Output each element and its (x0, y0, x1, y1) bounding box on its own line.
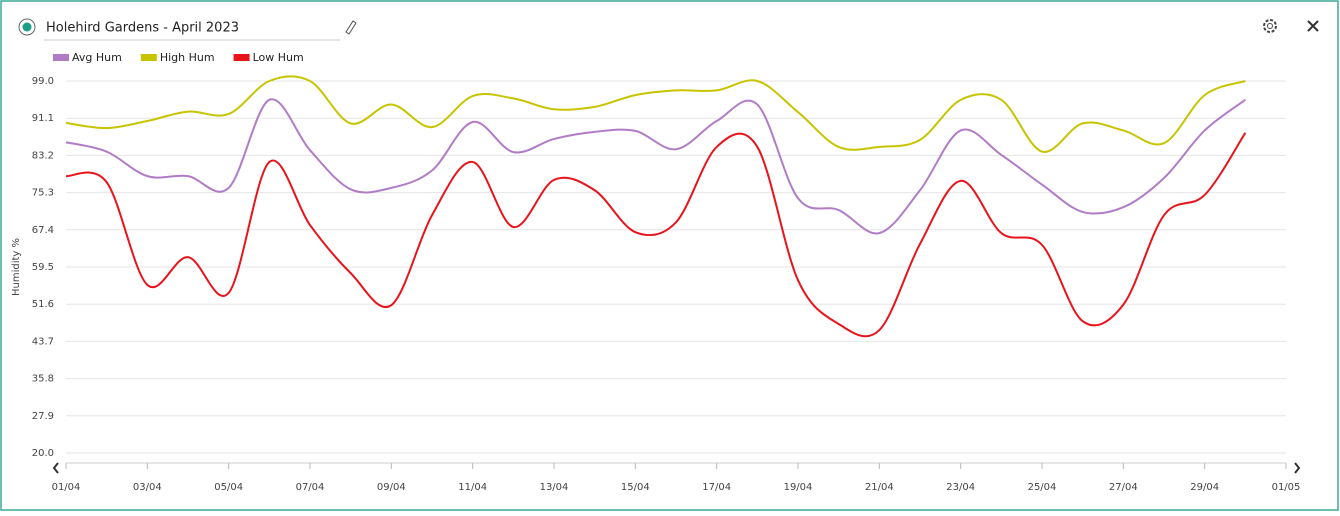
edit-icon[interactable] (345, 20, 357, 35)
y-tick-label: 43.7 (32, 336, 54, 347)
x-tick-label: 23/04 (946, 482, 975, 493)
settings-icon[interactable] (1263, 19, 1277, 33)
y-tick-label: 20.0 (32, 448, 54, 459)
y-tick-label: 27.9 (32, 411, 54, 422)
legend-label: Low Hum (253, 51, 304, 64)
x-tick-label: 25/04 (1028, 482, 1057, 493)
x-tick-label: 29/04 (1190, 482, 1219, 493)
x-tick-label: 01/04 (52, 482, 81, 493)
legend-swatch (53, 54, 69, 61)
x-tick-label: 13/04 (540, 482, 569, 493)
y-tick-label: 35.8 (32, 374, 54, 385)
y-axis-label: Humidity % (11, 238, 22, 296)
y-tick-label: 75.3 (32, 188, 54, 199)
chart-title: Holehird Gardens - April 2023 (46, 21, 239, 36)
x-tick-label: 09/04 (377, 482, 406, 493)
x-tick-label: 01/05 (1272, 482, 1301, 493)
x-tick-label: 11/04 (458, 482, 487, 493)
legend-label: Avg Hum (72, 51, 122, 64)
legend-swatch (140, 54, 157, 61)
scroll-left[interactable] (52, 462, 59, 474)
line-series (65, 132, 1247, 338)
y-tick-label: 91.1 (32, 113, 54, 124)
close-icon[interactable] (1307, 20, 1319, 32)
x-tick-label: 15/04 (621, 482, 650, 493)
x-tick-label: 27/04 (1109, 482, 1138, 493)
x-tick-label: 19/04 (784, 482, 813, 493)
x-tick-label: 07/04 (296, 482, 325, 493)
y-tick-label: 51.6 (32, 299, 54, 310)
y-tick-label: 59.5 (32, 262, 54, 273)
line-series (65, 75, 1246, 153)
legend-label: High Hum (160, 51, 215, 64)
x-tick-label: 17/04 (702, 482, 731, 493)
legend-swatch (233, 54, 250, 61)
line-series (65, 98, 1246, 235)
y-tick-label: 83.2 (32, 150, 54, 161)
scroll-right[interactable] (1294, 462, 1301, 474)
y-tick-label: 67.4 (32, 225, 54, 236)
y-tick-label: 99.0 (32, 76, 54, 87)
radio-dot (22, 22, 32, 32)
x-tick-label: 05/04 (214, 482, 243, 493)
x-tick-label: 03/04 (133, 482, 162, 493)
x-tick-label: 21/04 (865, 482, 894, 493)
